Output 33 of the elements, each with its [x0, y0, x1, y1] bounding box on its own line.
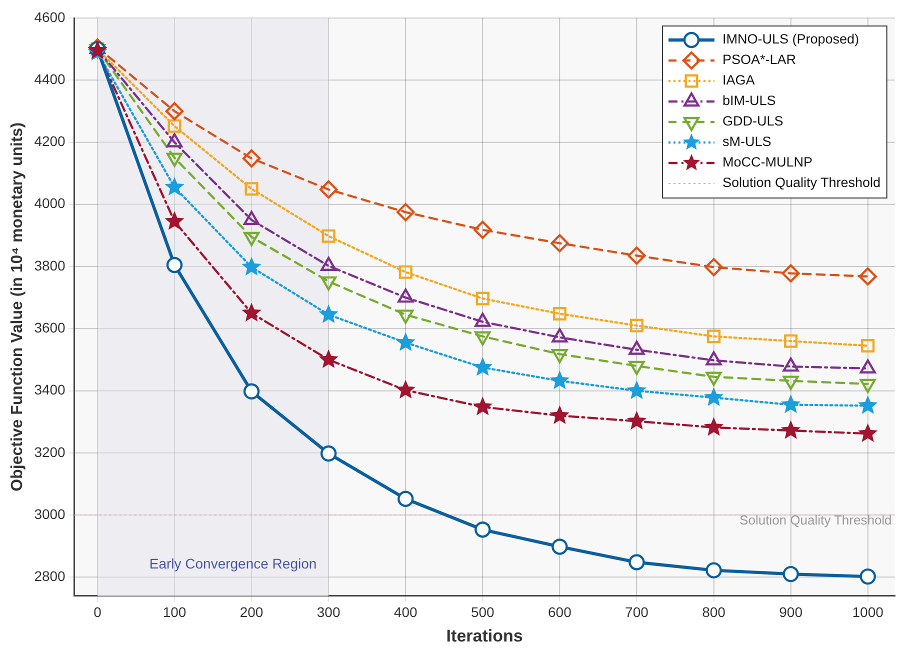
legend-label: PSOA*-LAR: [722, 52, 796, 68]
y-tick-label: 4200: [34, 133, 66, 150]
x-axis-title: Iterations: [446, 626, 523, 646]
legend-label: IMNO-ULS (Proposed): [722, 32, 860, 47]
legend-label: IAGA: [722, 72, 755, 88]
y-tick-label: 2800: [34, 568, 66, 584]
x-tick-label: 200: [240, 604, 264, 620]
legend-label: bIM-ULS: [722, 93, 776, 108]
x-tick-label: 600: [548, 604, 572, 620]
x-tick-label: 1000: [852, 604, 884, 620]
y-tick-label: 3800: [34, 257, 66, 274]
legend-label: GDD-ULS: [722, 114, 784, 129]
x-tick-label: 800: [702, 604, 726, 620]
x-tick-label: 0: [94, 604, 102, 620]
x-tick-label: 900: [779, 604, 803, 620]
legend-label: sM-ULS: [722, 134, 772, 150]
y-axis-title: Objective Function Value (in 10⁴ monetary units): [9, 122, 26, 492]
legend-label: MoCC-MULNP: [722, 154, 812, 170]
y-tick-label: 4000: [34, 195, 66, 212]
x-tick-label: 100: [162, 604, 186, 620]
y-tick-label: 3600: [34, 320, 66, 336]
y-tick-label: 4600: [34, 8, 66, 25]
y-tick-label: 3400: [34, 382, 66, 398]
x-tick-label: 400: [394, 604, 418, 620]
x-tick-label: 500: [470, 604, 495, 620]
y-tick-label: 4400: [34, 70, 66, 87]
x-tick-label: 300: [316, 604, 340, 620]
x-tick-label: 700: [625, 604, 649, 620]
band-label: Early Convergence Region: [149, 556, 317, 572]
ref-line-label: Solution Quality Threshold: [740, 512, 892, 528]
text: Solution Quality Threshold: [722, 175, 881, 190]
y-tick-label: 3200: [34, 444, 66, 460]
y-tick-label: 3000: [34, 506, 66, 522]
